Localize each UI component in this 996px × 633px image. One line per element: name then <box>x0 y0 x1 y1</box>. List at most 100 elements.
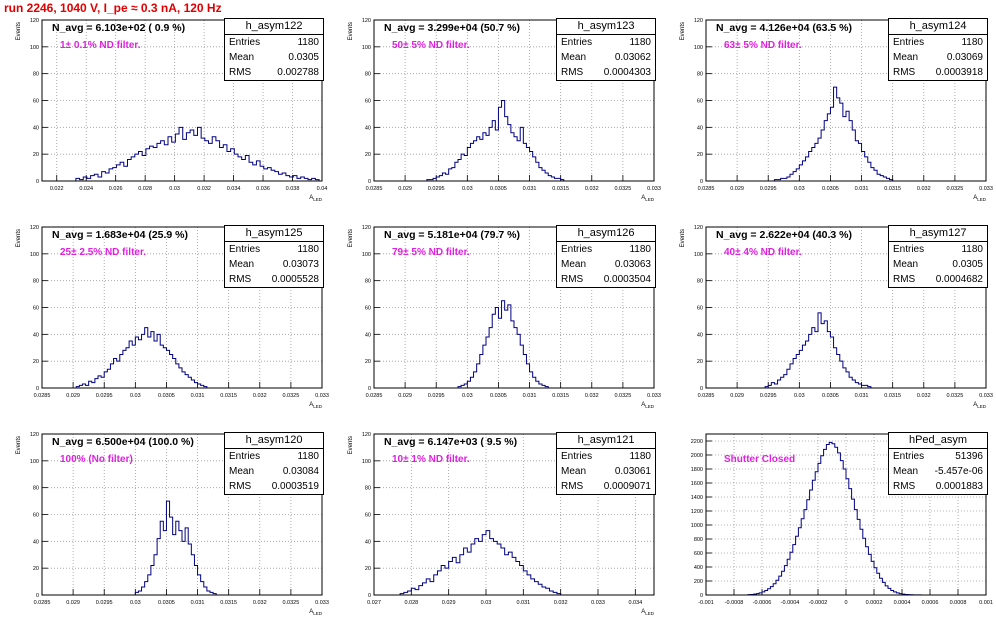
x-tick-label: 0.032 <box>585 393 599 399</box>
y-tick-label: 0 <box>368 593 371 599</box>
x-tick-label: 0.033 <box>647 186 661 192</box>
histogram-svg: 0 20 40 60 80 100 120 0.027 0.028 0.029 0.03 0.031 0… <box>348 432 655 616</box>
x-axis-title: ALED <box>309 195 323 202</box>
x-tick-label: 0.0325 <box>614 393 631 399</box>
filter-annotation: 1± 0.1% ND filter. <box>60 40 141 51</box>
stats-row-mean: Mean 0.03084 <box>225 464 323 479</box>
y-tick-label: 0 <box>36 179 39 185</box>
y-tick-label: 80 <box>365 72 371 78</box>
x-tick-label: 0.0285 <box>34 600 51 606</box>
y-tick-label: 100 <box>694 252 703 258</box>
stats-row-mean: Mean 0.03073 <box>225 257 323 272</box>
y-tick-label: 0 <box>36 593 39 599</box>
y-tick-label: 1000 <box>691 523 703 529</box>
stats-row-rms: RMS 0.0005528 <box>225 272 323 287</box>
histogram-svg: 0 20 40 60 80 100 120 0.0285 0.029 0.0295 0.03 0.03… <box>348 225 661 409</box>
stats-histogram-name: h_asym126 <box>557 226 655 242</box>
x-tick-label: 0.032 <box>253 600 267 606</box>
x-tick-label: 0.0006 <box>922 600 939 606</box>
y-tick-label: 100 <box>362 45 371 51</box>
y-tick-label: 120 <box>694 225 703 231</box>
x-tick-label: 0.03 <box>130 393 141 399</box>
filter-annotation: 25± 2.5% ND filter. <box>60 247 147 258</box>
x-tick-label: 0.024 <box>79 186 93 192</box>
stats-row-entries: Entries 1180 <box>225 35 323 50</box>
x-tick-label: 0.026 <box>109 186 123 192</box>
stats-box: hPed_asym Entries 51396 Mean -5.457e-06 RMS 0.… <box>888 432 988 495</box>
stats-label: RMS <box>229 481 252 492</box>
page-title: run 2246, 1040 V, I_pe ≈ 0.3 nA, 120 Hz <box>4 1 222 15</box>
stats-row-entries: Entries 1180 <box>557 242 655 257</box>
y-axis-title: Events <box>348 229 354 247</box>
filter-annotation: 50± 5% ND filter. <box>392 40 470 51</box>
stats-label: Entries <box>893 244 925 255</box>
y-tick-label: 0 <box>368 386 371 392</box>
histogram-line <box>747 441 923 596</box>
y-tick-label: 20 <box>365 566 371 572</box>
x-tick-label: 0.03 <box>481 600 492 606</box>
stats-row-rms: RMS 0.0001883 <box>889 479 987 494</box>
y-tick-label: 60 <box>697 99 703 105</box>
histogram-line <box>134 500 217 595</box>
x-tick-label: 0.029 <box>442 600 456 606</box>
x-tick-label: 0.029 <box>398 393 412 399</box>
x-tick-label: 0.033 <box>315 600 329 606</box>
stats-row-rms: RMS 0.0009071 <box>557 479 655 494</box>
stats-label: RMS <box>561 67 584 78</box>
x-tick-label: 0.0285 <box>366 393 383 399</box>
histogram-panel-h_asym124: 0 20 40 60 80 100 120 0.0285 0.029 0.0295 0.03 0.03… <box>664 14 994 219</box>
stats-label: Entries <box>893 451 925 462</box>
filter-annotation: 100% (No filter) <box>60 454 133 465</box>
plot-frame <box>41 433 323 596</box>
y-tick-label: 20 <box>697 152 703 158</box>
x-tick-label: 0.038 <box>286 186 300 192</box>
stats-value-entries: 1180 <box>297 451 319 462</box>
y-tick-label: 0 <box>368 179 371 185</box>
histogram-line <box>457 300 549 388</box>
x-tick-label: 0.032 <box>585 186 599 192</box>
stats-label: Entries <box>229 451 261 462</box>
x-tick-label: 0.0305 <box>158 393 175 399</box>
x-tick-label: 0.03 <box>462 186 473 192</box>
x-tick-label: 0.03 <box>794 186 805 192</box>
y-tick-label: 100 <box>30 45 39 51</box>
y-tick-label: 800 <box>694 537 703 543</box>
x-tick-label: 0.0285 <box>366 186 383 192</box>
histogram-svg: 0 20 40 60 80 100 120 0.0285 0.029 0.0295 0.03 0.03… <box>16 432 329 616</box>
stats-label: Entries <box>229 244 261 255</box>
y-tick-label: 80 <box>365 279 371 285</box>
stats-label: Mean <box>893 466 919 477</box>
x-tick-label: 0.0315 <box>552 186 569 192</box>
x-tick-label: 0.029 <box>730 186 744 192</box>
y-tick-label: 100 <box>362 252 371 258</box>
stats-label: RMS <box>229 67 252 78</box>
y-tick-label: 0 <box>700 386 703 392</box>
y-tick-label: 20 <box>33 152 39 158</box>
x-tick-label: 0.03 <box>462 393 473 399</box>
x-tick-label: 0.0315 <box>220 600 237 606</box>
stats-value-entries: 51396 <box>955 451 983 462</box>
y-tick-label: 60 <box>365 513 371 519</box>
plot-frame <box>373 19 655 182</box>
stats-value-entries: 1180 <box>629 244 651 255</box>
stats-value-rms: 0.0005528 <box>271 274 319 285</box>
stats-label: RMS <box>893 481 916 492</box>
y-axis-title: Events <box>16 436 22 454</box>
x-tick-label: 0.029 <box>730 393 744 399</box>
filter-annotation: 79± 5% ND filter. <box>392 247 470 258</box>
histogram-svg: 0 20 40 60 80 100 120 0.0285 0.029 0.0295 0.03 0.03… <box>680 18 993 202</box>
y-tick-label: 100 <box>362 459 371 465</box>
y-tick-label: 40 <box>697 332 703 338</box>
x-tick-label: 0.027 <box>367 600 381 606</box>
stats-row-mean: Mean 0.03061 <box>557 464 655 479</box>
y-tick-label: 100 <box>694 45 703 51</box>
x-tick-label: 0.0305 <box>490 186 507 192</box>
y-tick-label: 40 <box>33 125 39 131</box>
histogram-line <box>764 312 872 388</box>
y-tick-label: 1200 <box>691 509 703 515</box>
x-tick-label: 0.0325 <box>614 186 631 192</box>
stats-box: h_asym123 Entries 1180 Mean 0.03062 RMS 0.0004… <box>556 18 656 81</box>
x-tick-label: 0.033 <box>591 600 605 606</box>
x-tick-label: 0.0008 <box>950 600 967 606</box>
stats-row-entries: Entries 1180 <box>889 35 987 50</box>
